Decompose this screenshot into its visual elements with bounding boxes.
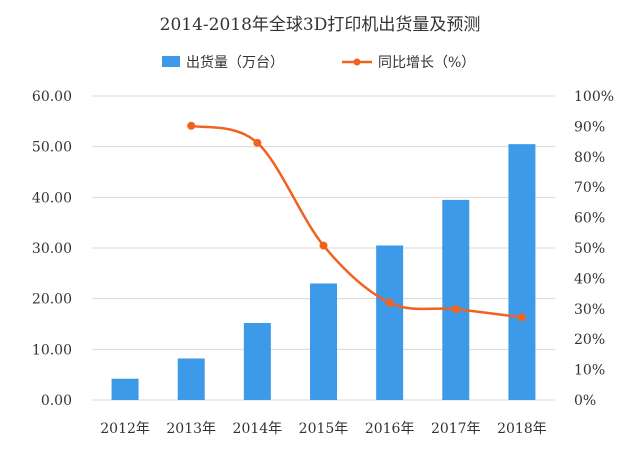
y-right-tick-label: 90%	[574, 119, 605, 135]
bar	[243, 322, 271, 400]
y-left-tick-label: 30.00	[32, 241, 72, 257]
legend-swatch-bar	[162, 56, 180, 67]
y-left-tick-label: 50.00	[32, 140, 72, 156]
y-left-tick-label: 40.00	[32, 190, 72, 206]
bar	[442, 199, 470, 400]
y-left-tick-label: 10.00	[32, 342, 72, 358]
growth-point	[253, 138, 262, 147]
bar	[508, 144, 536, 400]
y-right-tick-label: 30%	[574, 302, 605, 318]
x-tick-label: 2014年	[233, 421, 283, 437]
y-right-tick-label: 20%	[574, 332, 605, 348]
growth-point	[385, 298, 394, 307]
y-left-tick-label: 60.00	[32, 89, 72, 105]
growth-point	[517, 313, 526, 322]
legend: 出货量（万台） 同比增长（%）	[162, 54, 475, 71]
y-right-tick-label: 0%	[574, 393, 596, 409]
growth-line	[190, 124, 523, 319]
y-left-tick-label: 0.00	[41, 393, 72, 409]
bar	[111, 378, 139, 400]
x-tick-label: 2016年	[365, 421, 415, 437]
bar	[310, 283, 337, 400]
x-tick-label: 2015年	[299, 421, 349, 437]
bar	[376, 245, 404, 400]
y-right-tick-label: 60%	[574, 211, 605, 227]
x-tick-label: 2018年	[497, 421, 547, 437]
legend-label-bar: 出货量（万台）	[186, 54, 284, 71]
y-right-tick-label: 40%	[574, 271, 605, 287]
growth-point	[451, 305, 460, 314]
bar	[177, 358, 205, 400]
y-right-tick-label: 50%	[574, 241, 605, 257]
y-right-tick-label: 10%	[574, 363, 605, 379]
legend-label-line: 同比增长（%）	[378, 55, 475, 71]
growth-point	[187, 121, 196, 130]
y-right-tick-label: 80%	[574, 150, 605, 166]
growth-point	[319, 241, 328, 250]
x-tick-label: 2012年	[100, 421, 150, 437]
legend-marker-line	[353, 58, 361, 66]
y-right-tick-label: 70%	[574, 180, 605, 196]
chart-title: 2014-2018年全球3D打印机出货量及预测	[160, 15, 481, 35]
x-tick-label: 2013年	[166, 421, 216, 437]
y-right-tick-label: 100%	[574, 89, 614, 105]
y-left-tick-label: 20.00	[32, 292, 72, 308]
x-tick-label: 2017年	[431, 421, 481, 437]
